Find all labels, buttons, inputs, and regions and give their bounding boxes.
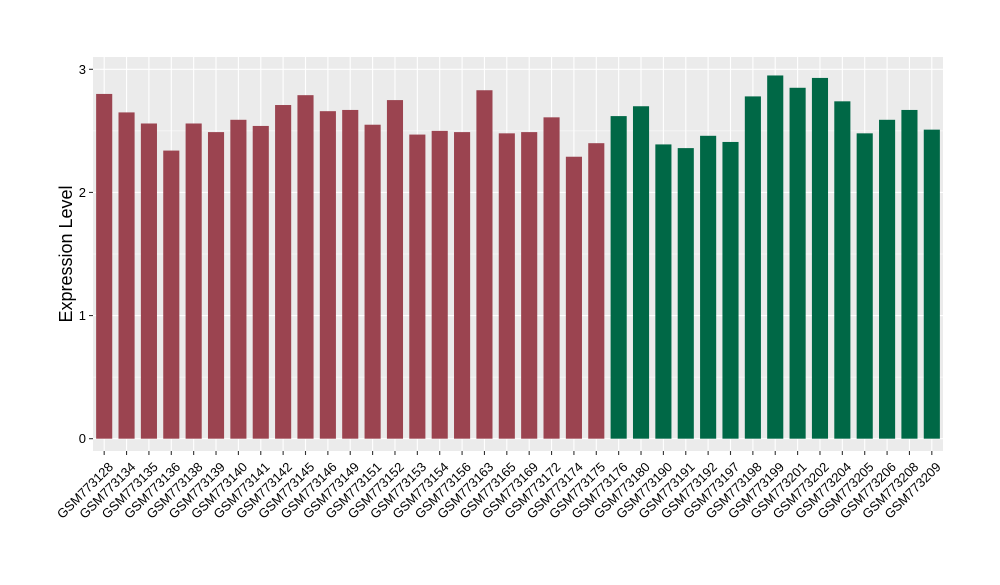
bar-GSM773205 [856,133,873,439]
bar-GSM773146 [319,111,336,439]
bar-GSM773208 [901,109,918,439]
bar-GSM773174 [565,156,582,439]
bar-GSM773190 [655,144,672,439]
bar-GSM773135 [140,123,157,439]
y-axis-title: Expression Level [56,185,76,322]
bar-GSM773152 [386,100,404,439]
bar-GSM773191 [677,148,694,439]
bar-GSM773201 [789,87,806,439]
bar-GSM773145 [297,95,314,439]
bar-GSM773128 [96,93,113,439]
bars [96,75,940,439]
bar-GSM773140 [230,119,247,439]
bar-GSM773198 [744,96,761,439]
bar-GSM773209 [923,129,940,439]
bar-GSM773172 [543,117,560,439]
bar-GSM773204 [834,101,851,439]
bar-GSM773197 [722,141,739,439]
bar-GSM773202 [811,77,829,439]
bar-GSM773141 [252,125,269,439]
bar-GSM773136 [163,150,180,439]
bar-GSM773199 [767,75,784,439]
bar-GSM773156 [454,132,471,439]
bar-GSM773149 [342,109,359,439]
bar-GSM773138 [185,123,202,439]
y-tick-label: 1 [79,308,86,323]
bar-GSM773134 [118,112,135,439]
y-tick-label: 0 [79,431,86,446]
bar-GSM773151 [364,124,381,439]
x-axis: GSM773128GSM773134GSM773135GSM773136GSM7… [54,451,944,522]
y-tick-label: 3 [79,62,86,77]
bar-GSM773176 [610,116,627,439]
bar-GSM773206 [879,119,896,439]
bar-GSM773180 [632,106,650,439]
bar-GSM773154 [431,130,448,439]
bar-GSM773163 [476,90,493,439]
bar-GSM773192 [700,135,717,439]
bar-GSM773165 [498,133,515,439]
bar-GSM773139 [207,132,225,439]
y-tick-label: 2 [79,185,86,200]
y-axis: 0 1 2 3 [79,62,93,446]
bar-GSM773142 [275,105,292,439]
bar-GSM773153 [409,134,426,439]
bar-GSM773175 [588,143,605,439]
bar-GSM773169 [521,132,538,439]
